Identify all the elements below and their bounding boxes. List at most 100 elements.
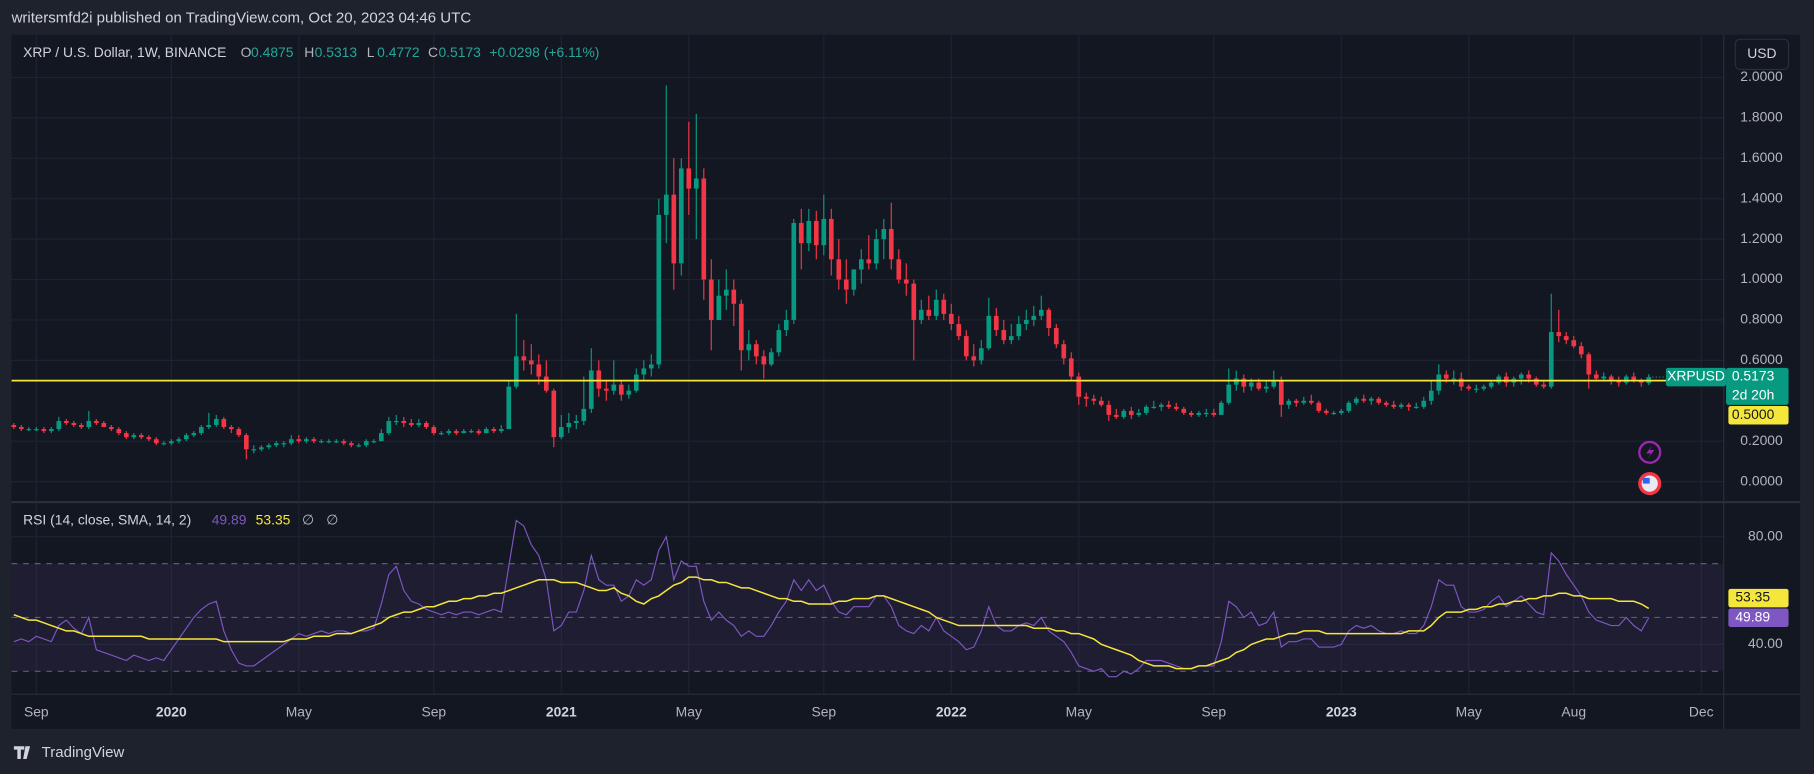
candle-body [588, 370, 594, 409]
candle-body [686, 168, 692, 189]
rsi-value-box [1728, 608, 1789, 628]
candle-body [93, 420, 99, 424]
currency-label[interactable]: USD [1747, 45, 1776, 61]
candle-body [1353, 398, 1359, 403]
candle-body [1038, 309, 1044, 316]
candle-body [1151, 406, 1157, 408]
candle-body [521, 356, 527, 361]
candle-body [11, 425, 17, 428]
candle-body [1458, 378, 1464, 387]
currency-button-box[interactable] [1734, 38, 1790, 71]
rsi-value-box [1728, 588, 1789, 608]
candle-body [1098, 400, 1104, 405]
candle-body [656, 214, 662, 365]
candle-body [888, 229, 894, 260]
candle-body [626, 390, 632, 395]
candle-body [708, 279, 714, 320]
candle-body [776, 330, 782, 353]
candle-body [1166, 404, 1172, 407]
candle-body [873, 239, 879, 264]
candle-body [101, 423, 107, 428]
ohlc-value: 0.5313 [315, 44, 358, 60]
candle-body [363, 441, 369, 446]
footer-logo: TradingView [13, 744, 124, 761]
candle-body [806, 220, 812, 244]
last-price-box [1726, 367, 1789, 405]
candle-body [851, 269, 857, 290]
currency-button[interactable]: USD [1734, 38, 1790, 71]
candle-body [551, 390, 557, 438]
candle-body [993, 315, 999, 331]
candle-body [566, 423, 572, 428]
candle-body [408, 423, 414, 426]
candle-body [468, 431, 474, 433]
candle-body [1113, 414, 1119, 417]
candle-body [911, 283, 917, 320]
candle-body [1181, 408, 1187, 413]
candle-body [836, 259, 842, 280]
candle-body [986, 315, 992, 349]
candle-body [1211, 412, 1217, 415]
candle-body [1608, 376, 1614, 381]
x-tick-label: Sep [421, 703, 446, 719]
chart-panel [11, 34, 1801, 729]
candle-body [1061, 344, 1067, 359]
candle-body [633, 374, 639, 391]
published-note: writersmfd2i published on TradingView.co… [11, 10, 472, 27]
candle-body [1601, 376, 1607, 379]
candle-body [56, 420, 62, 430]
legend-icon[interactable]: ∅ [326, 511, 338, 527]
candle-body [903, 279, 909, 284]
rsi-ma-line [13, 576, 1650, 670]
y-tick-label: 1.2000 [1740, 230, 1783, 246]
candle-body [1158, 404, 1164, 407]
candle-body [1218, 402, 1224, 415]
candle-body [1308, 400, 1314, 403]
y-tick-label: 0.8000 [1740, 311, 1783, 327]
ohlc-value: 0.4772 [377, 44, 420, 60]
symbol-label: XRPUSD [1667, 368, 1725, 384]
ohlc-key: H [304, 44, 314, 60]
candle-body [618, 384, 624, 395]
alert-icon[interactable] [1638, 440, 1662, 464]
candle-body [1571, 340, 1577, 347]
candle-body [296, 439, 302, 442]
ohlc-value: 0.4875 [251, 44, 294, 60]
last-price-label: 0.5173 [1732, 368, 1775, 384]
candle-body [926, 309, 932, 316]
candle-body [701, 178, 707, 280]
candle-body [1488, 382, 1494, 387]
candle-body [453, 431, 459, 434]
candle-body [1376, 398, 1382, 403]
candle-body [821, 218, 827, 246]
candle-body [303, 439, 309, 442]
candle-body [1091, 398, 1097, 401]
candle-body [1451, 378, 1457, 380]
y-tick-label: 1.0000 [1740, 270, 1783, 286]
candle-body [941, 299, 947, 314]
candle-body [1278, 380, 1284, 405]
candle-body [933, 299, 939, 316]
candle-body [183, 435, 189, 440]
candle-body [221, 418, 227, 428]
candle-body [281, 443, 287, 445]
y-tick-label: 1.6000 [1740, 149, 1783, 165]
candle-body [1496, 376, 1502, 383]
candle-body [1068, 358, 1074, 377]
candle-body [641, 368, 647, 375]
candle-body [153, 439, 159, 444]
ohlc-key: O [241, 44, 252, 60]
candle-body [63, 420, 69, 424]
candle-body [1076, 376, 1082, 397]
x-tick-label: Sep [24, 703, 49, 719]
candle-body [401, 420, 407, 424]
candle-body [1406, 404, 1412, 407]
rsi-title: RSI (14, close, SMA, 14, 2) [23, 511, 191, 527]
candle-body [1083, 396, 1089, 399]
candle-body [1473, 388, 1479, 390]
candle-body [723, 289, 729, 296]
candle-body [528, 360, 534, 365]
candle-body [1631, 376, 1637, 381]
legend-icon[interactable]: ∅ [302, 511, 314, 527]
candle-body [1046, 309, 1052, 329]
